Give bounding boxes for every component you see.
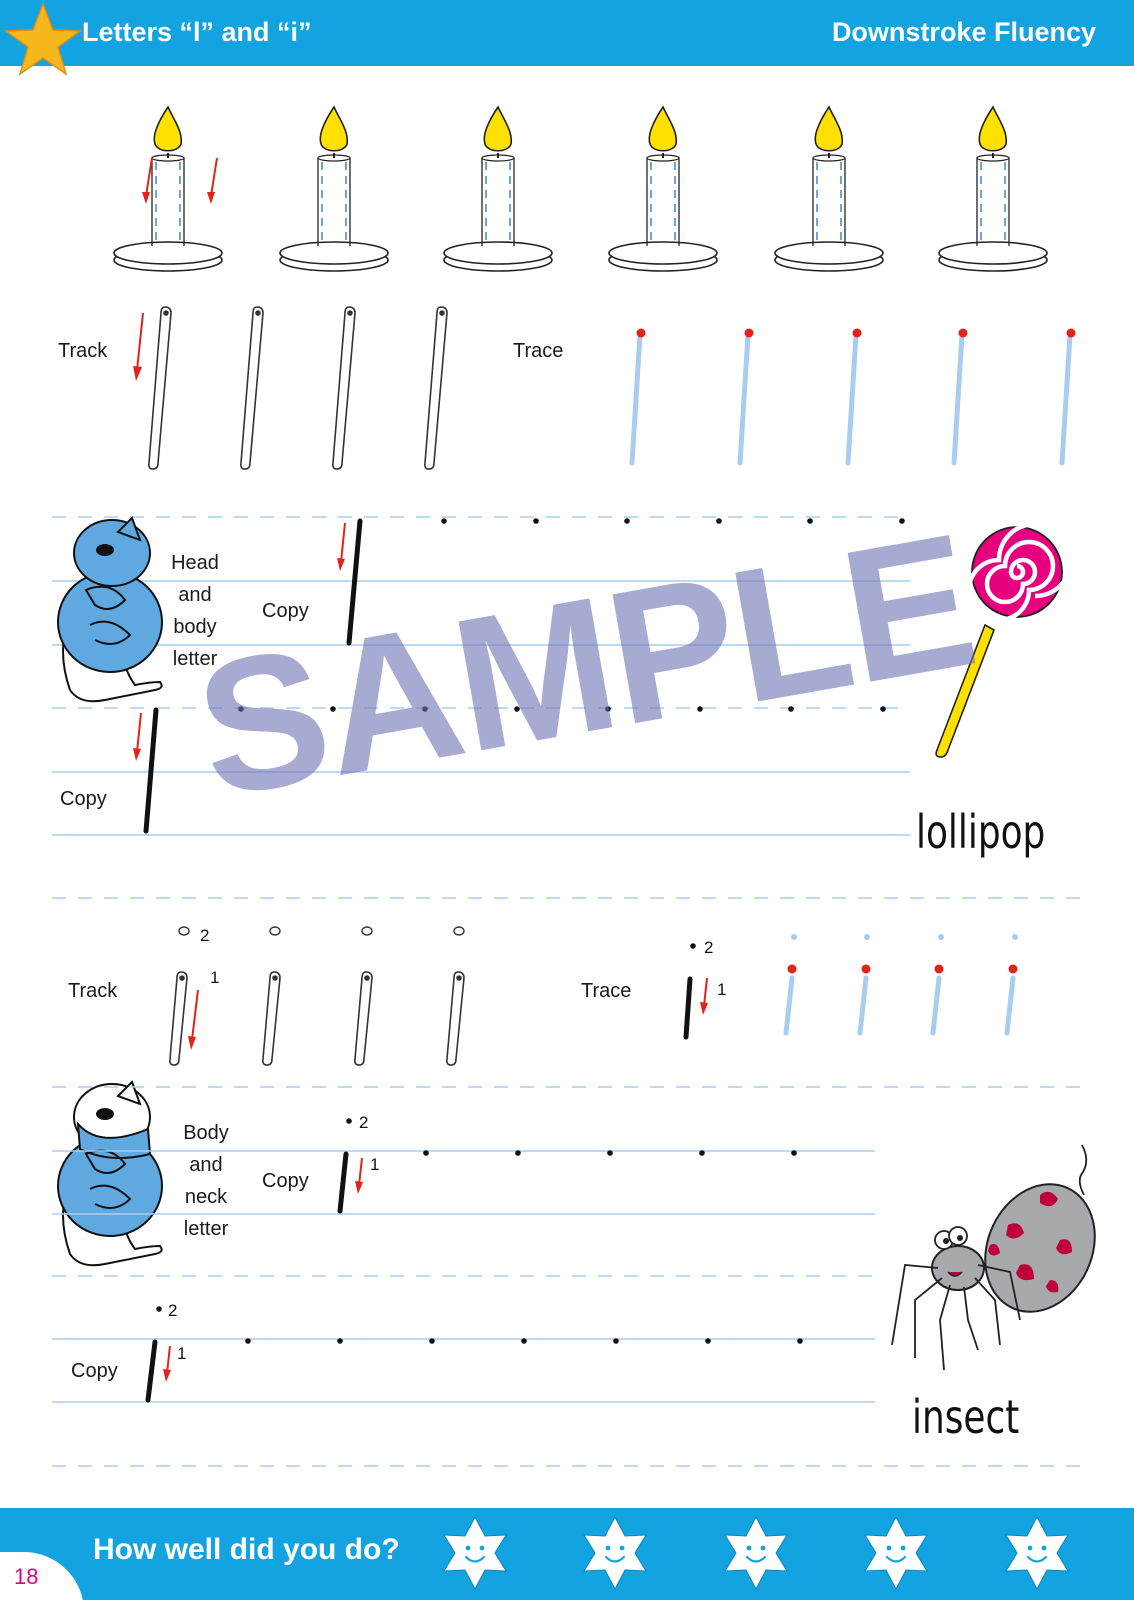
copy-label: Copy: [71, 1360, 118, 1382]
rating-star-icon: [723, 1515, 789, 1591]
track-strokes-i: [169, 971, 465, 1066]
candle-illustration: [113, 106, 1048, 272]
trace-strokes: [629, 332, 1073, 466]
example-word: insect: [912, 1390, 1020, 1444]
mascot-label: Head and body letter: [171, 552, 219, 670]
direction-arrow: [136, 312, 144, 371]
page-number: 18: [14, 1564, 39, 1589]
stroke-number: 2: [704, 938, 714, 957]
stroke-number: 2: [168, 1301, 178, 1320]
stroke-number: 1: [717, 980, 727, 999]
stroke-number: 1: [177, 1344, 187, 1363]
copy-label: Copy: [262, 1170, 309, 1192]
mascot-label: Body and neck letter: [183, 1122, 229, 1240]
writing-lines-2: [52, 1086, 1080, 1467]
page-subtitle: Downstroke Fluency: [831, 17, 1096, 47]
mascot-illustration: [57, 516, 163, 703]
stroke-number: 2: [359, 1113, 369, 1132]
track-label: Track: [68, 980, 118, 1002]
rating-star-icon: [863, 1515, 929, 1591]
rating-star-icon: [442, 1515, 508, 1591]
rating-star-icon: [1004, 1515, 1070, 1591]
spider-illustration: [891, 1144, 1096, 1371]
rating-star-icon: [582, 1515, 648, 1591]
footer-bar: [0, 1508, 1134, 1600]
example-word: lollipop: [916, 805, 1046, 859]
track-strokes: [148, 306, 448, 470]
copy-label: Copy: [60, 788, 107, 810]
mascot-illustration: [57, 1080, 163, 1267]
stroke-number: 2: [200, 926, 210, 945]
copy-label: Copy: [262, 600, 309, 622]
stroke-number: 1: [370, 1155, 380, 1174]
page-title: Letters “l” and “i”: [82, 17, 312, 47]
stroke-number: 1: [210, 968, 220, 987]
trace-label: Trace: [513, 340, 564, 362]
star-icon: [3, 1, 83, 76]
lollipop-illustration: [935, 521, 1074, 758]
track-label: Track: [58, 340, 108, 362]
writing-lines-1: [52, 516, 1080, 899]
self-assessment-question: How well did you do?: [93, 1533, 400, 1566]
header-bar: [0, 0, 1134, 66]
trace-label: Trace: [581, 980, 632, 1002]
